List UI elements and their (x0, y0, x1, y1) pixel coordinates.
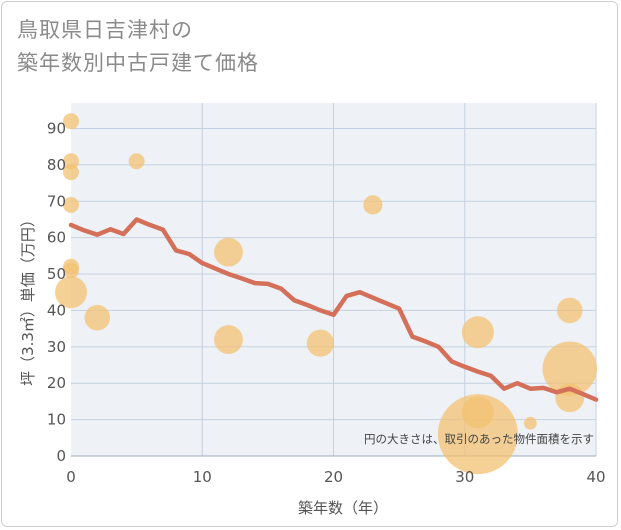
data-bubble (84, 304, 111, 331)
data-bubble (214, 237, 243, 267)
data-bubble (128, 153, 145, 170)
data-bubble (556, 297, 583, 324)
x-axis-label: 築年数（年） (298, 499, 388, 517)
y-tick-label: 90 (47, 119, 66, 137)
title-line-1: 鳥取県日吉津村の (17, 18, 193, 42)
size-note: 円の大きさは、取引のあった物件面積を示す (364, 432, 594, 446)
y-tick-label: 70 (47, 192, 66, 210)
chart-title: 鳥取県日吉津村の 築年数別中古戸建て価格 (17, 14, 577, 80)
data-bubble (363, 195, 383, 215)
y-tick-label: 80 (47, 156, 66, 174)
x-tick-label: 0 (66, 468, 76, 486)
data-bubble (461, 316, 494, 349)
trend-line-layer (68, 217, 599, 402)
bubble-layer (55, 113, 597, 475)
data-bubble (542, 341, 597, 396)
y-tick-label: 60 (47, 229, 66, 247)
y-tick-label: 10 (47, 411, 66, 429)
title-line-2: 築年数別中古戸建て価格 (17, 51, 259, 75)
data-bubble (214, 325, 243, 354)
x-tick-label: 30 (455, 468, 474, 486)
y-tick-label: 20 (47, 374, 66, 392)
x-tick-label: 20 (324, 468, 343, 486)
data-bubble (63, 262, 79, 279)
data-bubble (63, 196, 79, 213)
y-axis-label: 坪（3.3㎡）単価（万円） (19, 212, 37, 386)
y-tick-label: 50 (47, 265, 66, 283)
x-tick-label: 10 (193, 468, 212, 486)
average-price-line (68, 217, 599, 402)
data-bubble (63, 113, 79, 130)
data-bubble (523, 416, 537, 430)
y-tick-label: 40 (47, 301, 66, 319)
data-bubble (55, 276, 87, 309)
tick-labels: 0 10 20 30 40 50 60 70 80 90 0 10 20 30 40 (47, 119, 606, 486)
y-tick-label: 30 (47, 338, 66, 356)
data-bubble (306, 329, 334, 357)
x-tick-label: 40 (586, 468, 605, 486)
y-tick-label: 0 (56, 447, 66, 465)
data-bubble (63, 164, 79, 181)
data-bubble (437, 394, 518, 475)
